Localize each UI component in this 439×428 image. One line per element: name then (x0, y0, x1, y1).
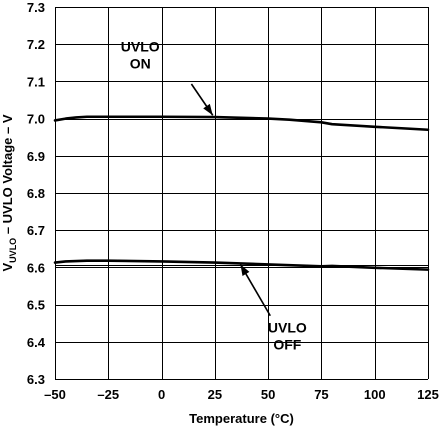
y-tick-label-6: 6.9 (27, 149, 45, 164)
y-tick-label-7: 7.0 (27, 112, 45, 127)
annotation-arrowhead-0 (203, 103, 213, 116)
x-tick-label-6: 100 (364, 387, 386, 402)
y-axis-title-main: V (0, 262, 15, 271)
series-line-0 (53, 115, 430, 132)
annotation-0-line-1: ON (130, 56, 151, 72)
x-tick-label-0: –50 (44, 387, 66, 402)
series (53, 115, 430, 271)
x-axis-title: Temperature (°C) (189, 411, 294, 426)
tick-labels: 6.3 6.4 6.5 6.6 6.7 6.8 6.9 7.0 7.1 7.2 7.3 –50 –25 0… (27, 0, 439, 402)
x-tick-label-4: 50 (261, 387, 275, 402)
y-tick-label-10: 7.3 (27, 0, 45, 15)
y-axis-title-rest: – UVLO Voltage – V (0, 114, 15, 238)
x-tick-label-7: 125 (417, 387, 439, 402)
y-tick-label-8: 7.1 (27, 74, 45, 89)
series-line-1 (53, 259, 430, 271)
annotation-0-line-0: UVLO (121, 39, 160, 55)
annotation-arrowhead-1 (240, 264, 250, 276)
x-tick-label-2: 0 (158, 387, 165, 402)
y-tick-label-4: 6.7 (27, 223, 45, 238)
x-tick-label-5: 75 (314, 387, 328, 402)
y-tick-label-9: 7.2 (27, 37, 45, 52)
grid (55, 7, 429, 380)
y-tick-label-3: 6.6 (27, 260, 45, 275)
annotation-1-line-0: UVLO (268, 320, 307, 336)
y-tick-label-1: 6.4 (27, 335, 46, 350)
y-axis-title: VUVLO – UVLO Voltage – V (0, 114, 18, 271)
x-tick-label-3: 25 (208, 387, 222, 402)
y-tick-label-0: 6.3 (27, 372, 45, 387)
x-tick-label-1: –25 (97, 387, 119, 402)
y-tick-label-2: 6.5 (27, 298, 45, 313)
y-tick-label-5: 6.8 (27, 186, 45, 201)
y-axis-title-subscript: UVLO (8, 238, 18, 263)
annotation-1-line-1: OFF (273, 337, 301, 353)
